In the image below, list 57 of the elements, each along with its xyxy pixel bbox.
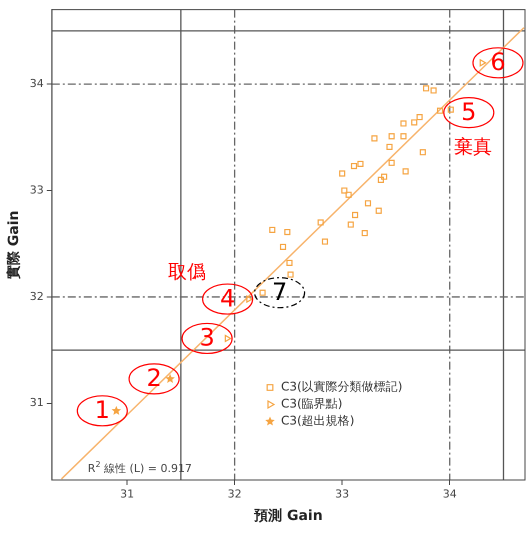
point (386, 144, 393, 150)
point (436, 108, 444, 114)
point (348, 222, 354, 228)
annotation: 4 (220, 284, 236, 312)
point (480, 59, 486, 66)
point (364, 200, 372, 206)
x-tick-label: 33 (335, 487, 350, 500)
point (287, 272, 294, 278)
y-tick-label: 32 (30, 290, 44, 303)
annotation: 棄真 (454, 136, 492, 158)
point (388, 160, 395, 166)
point (378, 176, 384, 183)
y-tick-label: 34 (30, 76, 44, 90)
point (448, 106, 454, 113)
point (362, 230, 368, 236)
point (284, 228, 290, 236)
point (260, 290, 266, 296)
point (388, 133, 395, 140)
point (224, 334, 232, 342)
point (381, 174, 388, 180)
point (350, 162, 358, 170)
annotation: 5 (461, 98, 476, 126)
annotation: 1 (94, 396, 110, 424)
point (416, 114, 423, 120)
point (430, 87, 437, 94)
y-tick-label: 31 (30, 396, 44, 410)
point (286, 260, 293, 266)
point (339, 170, 346, 177)
x-tick-label: 32 (228, 487, 242, 500)
point (346, 192, 352, 198)
point (352, 212, 358, 218)
point (112, 406, 122, 415)
y-axis-title: 實際 Gain (6, 210, 22, 280)
point (318, 219, 324, 226)
point (411, 119, 418, 126)
y-tick-label: 33 (30, 183, 44, 196)
point (341, 187, 348, 194)
point (400, 133, 407, 140)
x-axis-title: 預測 Gain (253, 508, 323, 524)
point (246, 295, 253, 303)
point (376, 208, 382, 214)
point (420, 149, 426, 156)
point (371, 135, 378, 142)
x-tick-label: 31 (120, 487, 134, 500)
legend-label: C3(以實際分類做標記) (281, 380, 402, 394)
point (322, 238, 328, 245)
legend-label: C3(臨界點) (281, 396, 342, 411)
point (165, 374, 175, 383)
point (422, 85, 430, 92)
legend-label: C3(超出規格) (281, 414, 354, 428)
point (269, 226, 276, 233)
x-tick-label: 34 (442, 487, 457, 500)
annotation: 2 (146, 364, 162, 392)
point (402, 168, 409, 174)
point (400, 120, 407, 127)
point (280, 244, 286, 250)
point (357, 160, 364, 167)
